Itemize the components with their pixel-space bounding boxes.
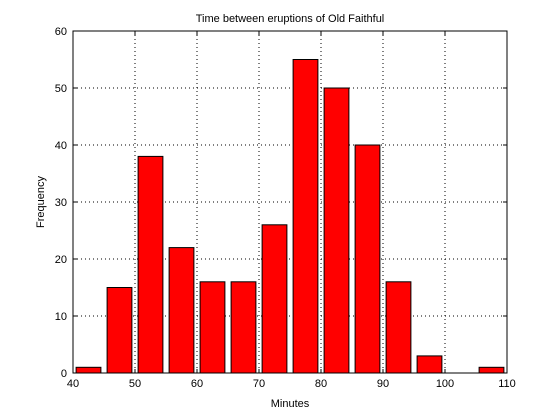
y-tick-label: 10 — [55, 311, 67, 323]
bar-7 — [292, 59, 319, 374]
bar-13 — [478, 366, 505, 374]
x-tick-label: 70 — [253, 378, 265, 390]
bar-8 — [323, 87, 350, 374]
x-tick-label: 80 — [315, 378, 327, 390]
bar-0 — [75, 366, 102, 374]
bar-10 — [385, 281, 412, 374]
bar-6 — [261, 224, 288, 374]
chart-title: Time between eruptions of Old Faithful — [196, 13, 385, 25]
bar-3 — [168, 247, 195, 374]
x-axis-label: Minutes — [271, 398, 310, 410]
y-tick-label: 20 — [55, 254, 67, 266]
y-tick-label: 50 — [55, 83, 67, 95]
x-tick-label: 110 — [498, 378, 516, 390]
x-tick-label: 50 — [129, 378, 141, 390]
x-tick-label: 90 — [377, 378, 389, 390]
y-tick-label: 60 — [55, 26, 67, 38]
bar-11 — [416, 355, 443, 374]
y-tick-label: 0 — [61, 368, 67, 380]
x-tick-label: 40 — [67, 378, 79, 390]
x-tick-label: 100 — [436, 378, 454, 390]
bar-5 — [230, 281, 257, 374]
y-tick-label: 30 — [55, 197, 67, 209]
bar-4 — [199, 281, 226, 374]
bar-9 — [354, 144, 381, 374]
bars — [75, 59, 505, 374]
y-tick-label: 40 — [55, 140, 67, 152]
y-axis-label: Frequency — [35, 176, 47, 228]
bar-2 — [137, 155, 164, 374]
axis-ticks: 40 50 60 70 80 90 100 110 0 10 20 30 40 50 60 — [55, 26, 516, 390]
x-tick-label: 60 — [191, 378, 203, 390]
bar-1 — [106, 287, 133, 374]
